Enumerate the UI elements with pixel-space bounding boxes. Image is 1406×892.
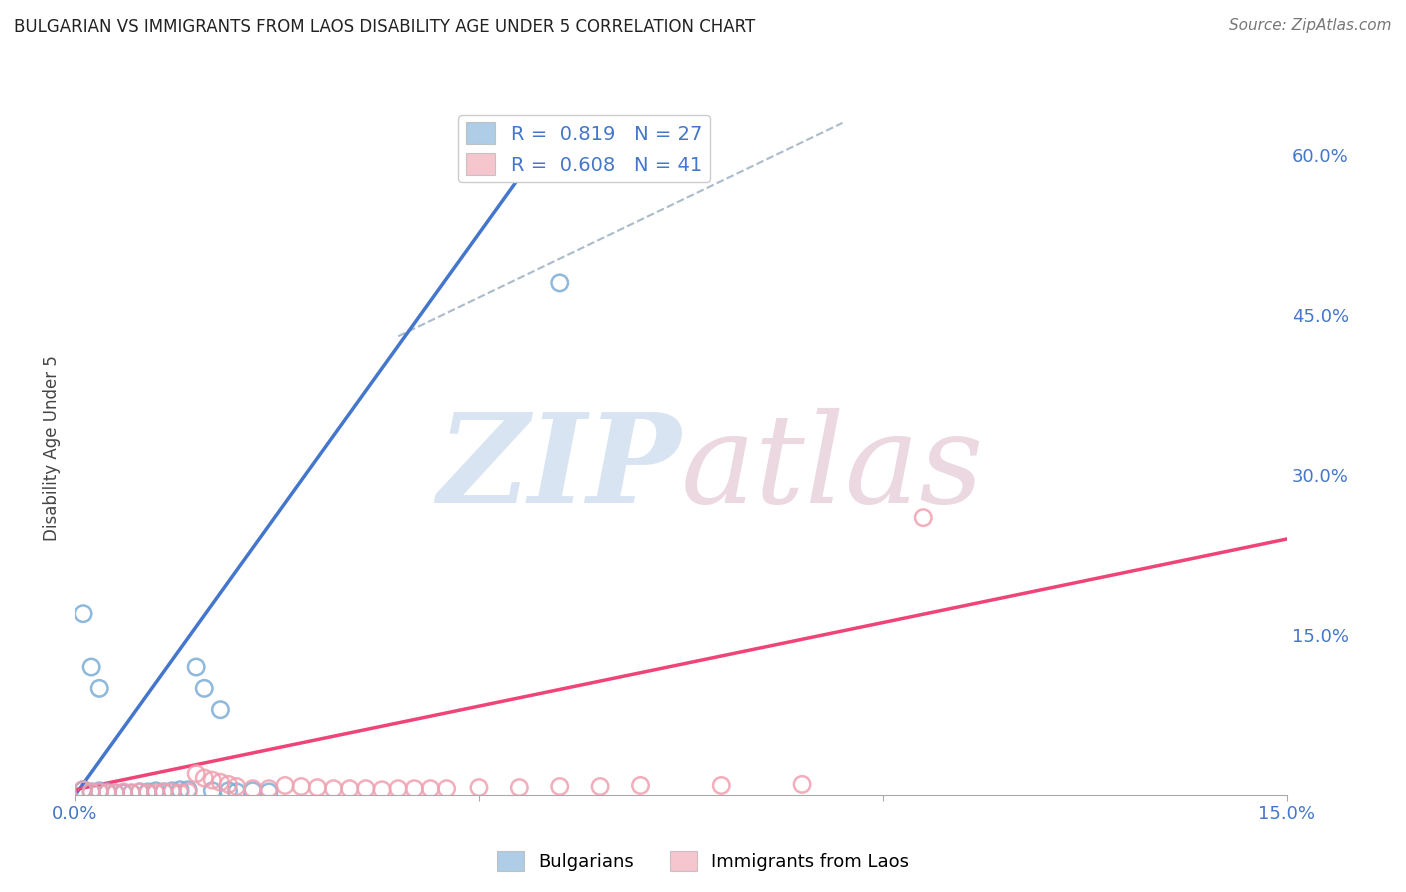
Point (128, 785, 150, 799)
Point (290, 780, 312, 794)
Point (242, 784, 264, 798)
Point (169, 782, 191, 797)
Point (371, 782, 394, 797)
Point (96, 785, 118, 799)
Point (128, 785, 150, 799)
Text: Source: ZipAtlas.com: Source: ZipAtlas.com (1229, 18, 1392, 33)
Point (257, 781, 280, 796)
Point (225, 780, 247, 794)
Point (177, 782, 200, 797)
Legend: R =  0.819   N = 27, R =  0.608   N = 41: R = 0.819 N = 27, R = 0.608 N = 41 (458, 115, 710, 182)
Point (145, 786, 167, 800)
Point (89, 681, 111, 696)
Point (257, 785, 280, 799)
Legend: Bulgarians, Immigrants from Laos: Bulgarians, Immigrants from Laos (489, 844, 917, 879)
Point (710, 779, 733, 793)
Point (193, 681, 215, 696)
Point (354, 781, 377, 796)
Point (169, 786, 191, 800)
Point (72, 782, 94, 797)
Point (121, 786, 143, 800)
Point (153, 785, 176, 799)
Point (145, 784, 167, 798)
Point (153, 785, 176, 799)
Point (201, 773, 224, 788)
Point (209, 775, 232, 789)
Point (186, 766, 208, 780)
Point (589, 780, 612, 794)
Point (186, 660, 208, 674)
Point (436, 781, 458, 796)
Text: atlas: atlas (681, 409, 984, 530)
Point (630, 779, 652, 793)
Point (548, 780, 571, 794)
Y-axis label: Disability Age Under 5: Disability Age Under 5 (44, 355, 60, 541)
Point (112, 785, 135, 799)
Point (177, 785, 200, 799)
Point (72, 782, 94, 797)
Point (201, 784, 224, 798)
Point (104, 786, 127, 800)
Point (387, 781, 409, 796)
Text: BULGARIAN VS IMMIGRANTS FROM LAOS DISABILITY AGE UNDER 5 CORRELATION CHART: BULGARIAN VS IMMIGRANTS FROM LAOS DISABI… (14, 18, 755, 36)
Point (322, 781, 344, 796)
Point (209, 703, 232, 717)
Point (96, 786, 118, 800)
Point (218, 777, 240, 791)
Point (790, 777, 813, 791)
Point (193, 771, 215, 785)
Point (80, 660, 103, 674)
Point (468, 780, 491, 795)
Point (307, 780, 329, 795)
Point (225, 785, 247, 799)
Point (80, 785, 103, 799)
Point (160, 784, 183, 798)
Point (912, 510, 935, 524)
Text: ZIP: ZIP (437, 409, 681, 530)
Point (419, 781, 441, 796)
Point (136, 785, 159, 799)
Point (242, 781, 264, 796)
Point (218, 784, 240, 798)
Point (72, 607, 94, 621)
Point (160, 785, 183, 799)
Point (89, 785, 111, 799)
Point (404, 781, 426, 796)
Point (104, 786, 127, 800)
Point (339, 781, 361, 796)
Point (89, 784, 111, 798)
Point (508, 780, 530, 795)
Point (80, 785, 103, 799)
Point (72, 782, 94, 797)
Point (548, 276, 571, 290)
Point (121, 786, 143, 800)
Point (112, 786, 135, 800)
Point (136, 786, 159, 800)
Point (274, 779, 297, 793)
